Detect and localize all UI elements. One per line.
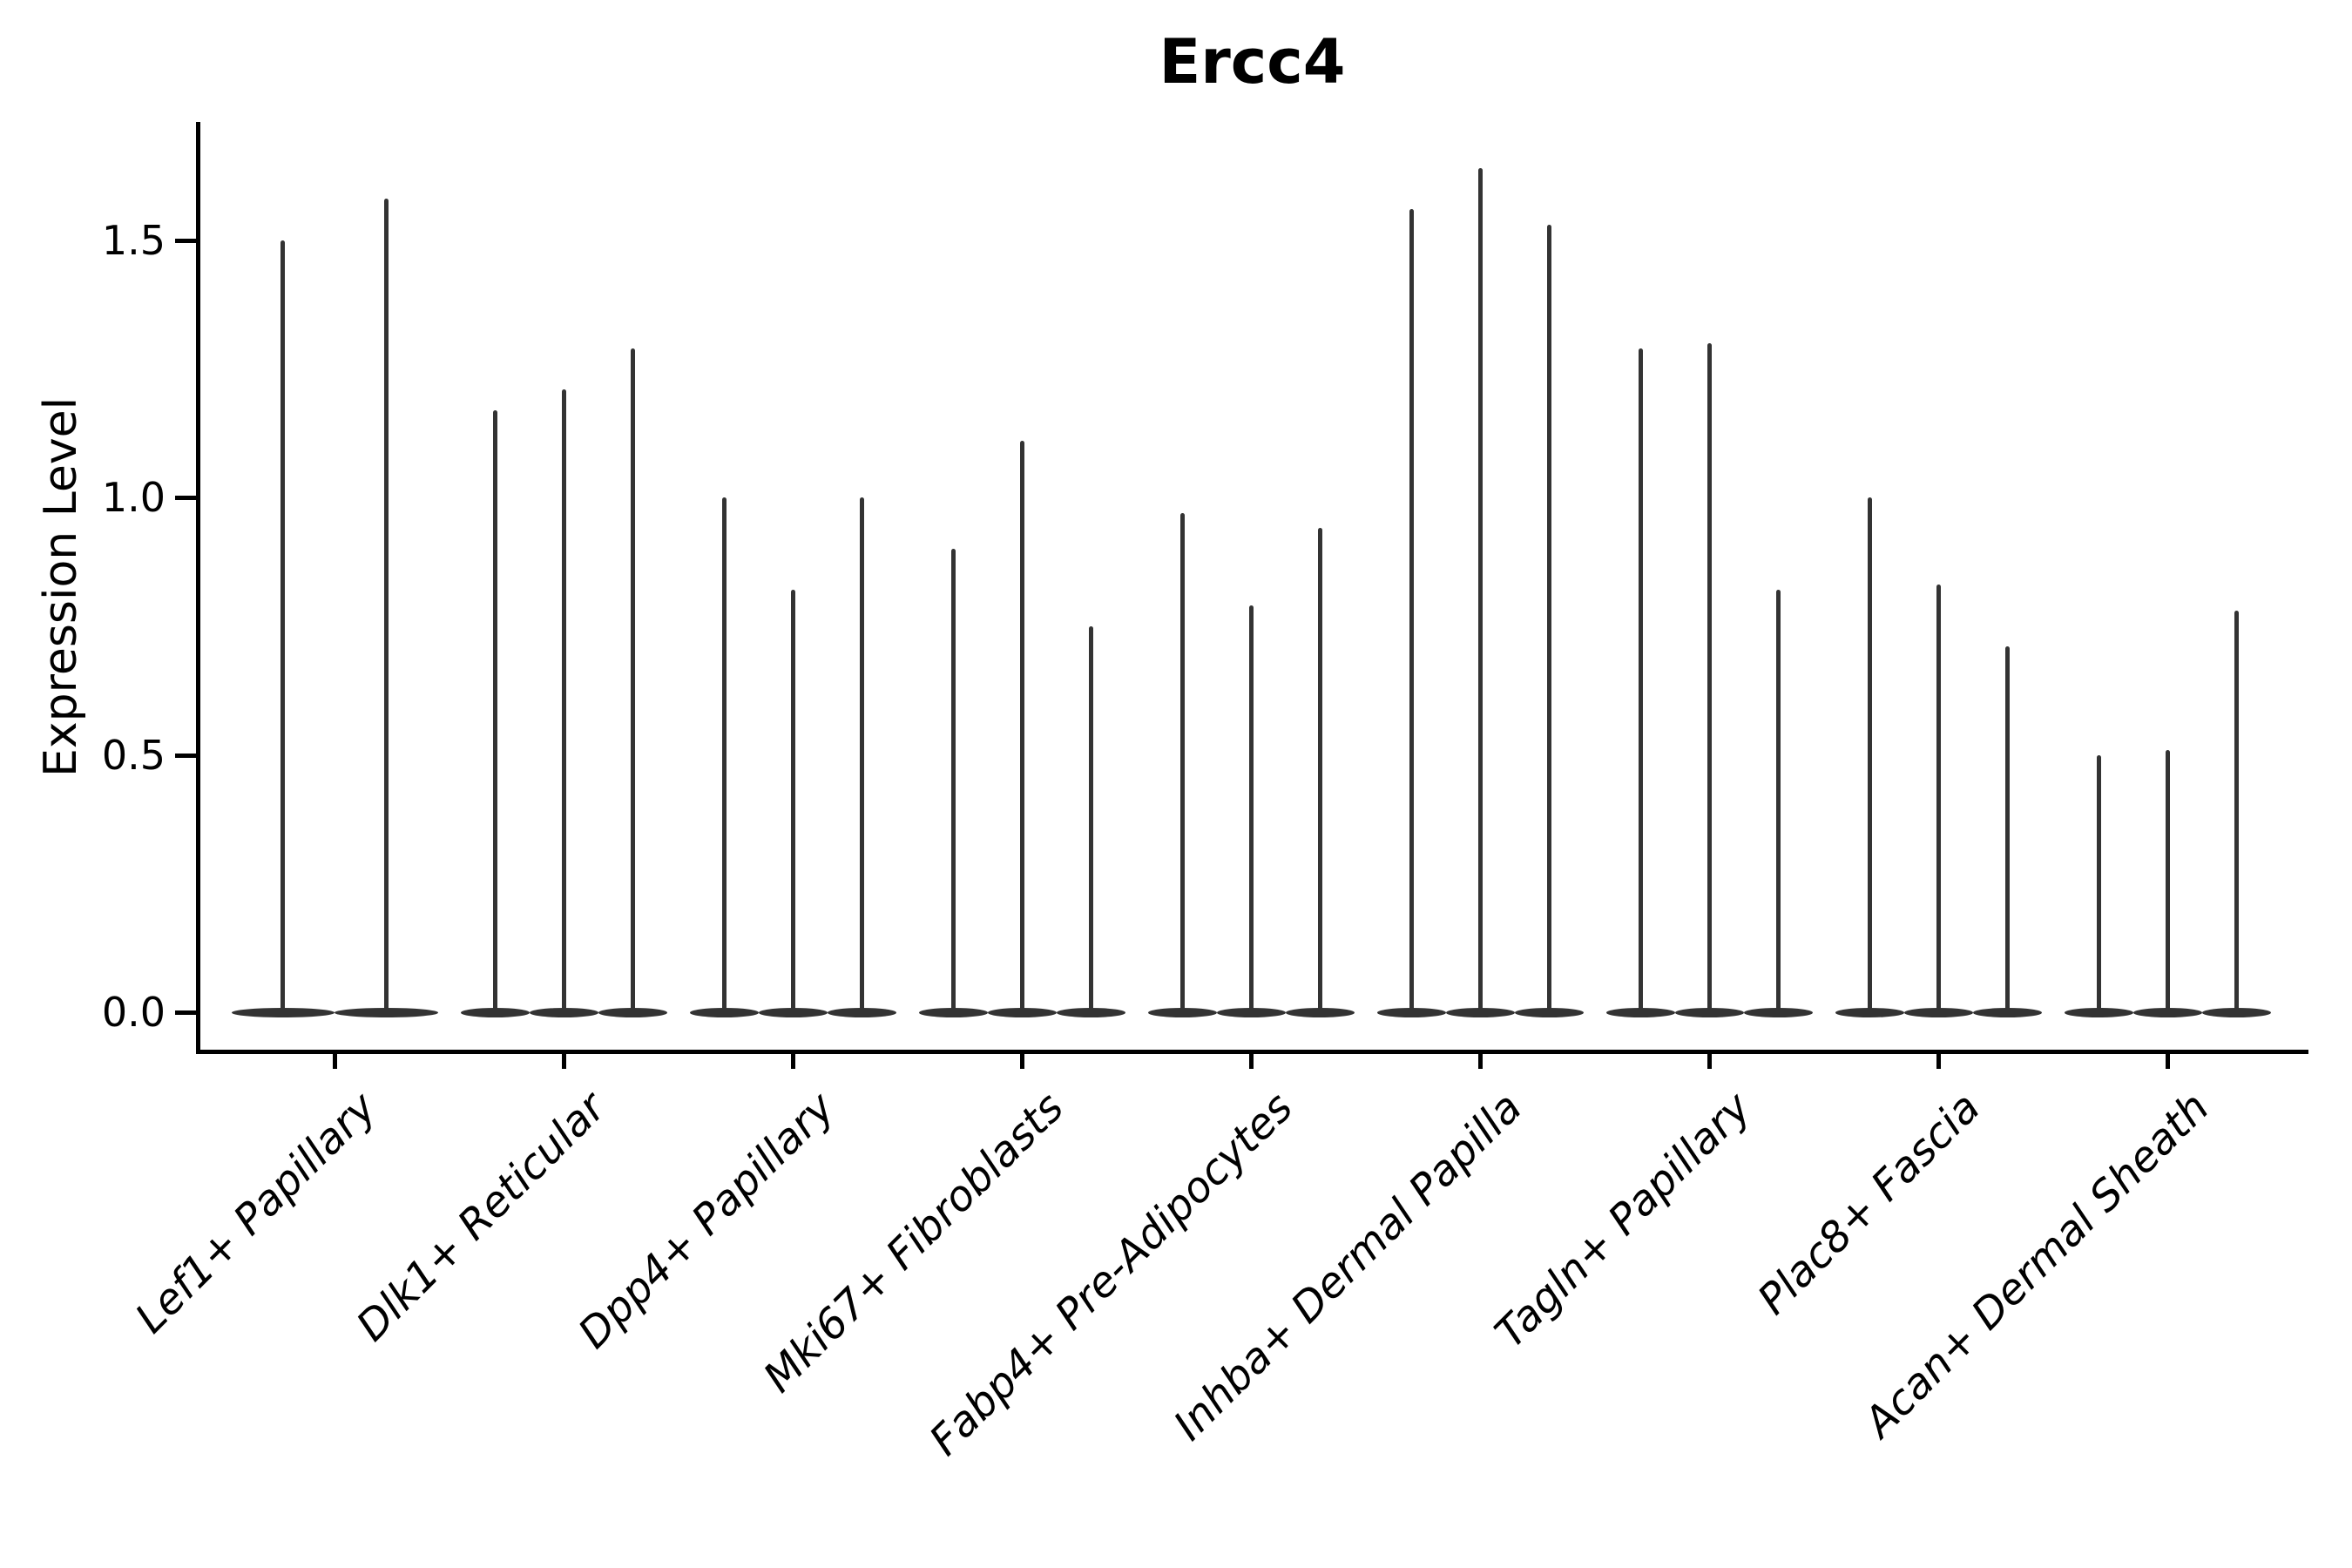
violin-spike xyxy=(2234,611,2239,1012)
y-axis-tick xyxy=(175,753,198,758)
violin-spike xyxy=(1867,497,1872,1012)
violin-spike xyxy=(1019,440,1024,1012)
violin-spike xyxy=(790,590,795,1012)
violin-base xyxy=(987,1007,1057,1017)
violin-spike xyxy=(1477,167,1483,1012)
violin-spike xyxy=(2096,754,2101,1012)
violin-spike xyxy=(859,497,864,1012)
violin-base xyxy=(1835,1007,1904,1017)
violin-base xyxy=(598,1007,667,1017)
violin-spike xyxy=(383,199,389,1012)
x-axis-tick xyxy=(1936,1054,1941,1069)
x-axis-tick xyxy=(1249,1054,1254,1069)
y-axis-tick xyxy=(175,496,198,500)
violin-spike xyxy=(1317,528,1322,1012)
violin-base xyxy=(1147,1007,1217,1017)
violin-base xyxy=(758,1007,828,1017)
y-tick-label: 1.5 xyxy=(101,216,166,264)
violin-base xyxy=(1376,1007,1446,1017)
violin-spike xyxy=(2004,646,2010,1012)
violin-spike xyxy=(1409,209,1414,1012)
violin-base xyxy=(2064,1007,2133,1017)
violin-spike xyxy=(1248,605,1254,1012)
violin-spike xyxy=(950,549,956,1012)
violin-spike xyxy=(492,409,497,1012)
x-axis-tick xyxy=(1478,1054,1483,1069)
violin-base xyxy=(1903,1007,1973,1017)
violin-base xyxy=(1972,1007,2042,1017)
violin-base xyxy=(460,1007,530,1017)
violin-spike xyxy=(1546,224,1551,1012)
x-axis-tick xyxy=(333,1054,337,1069)
y-tick-label: 0.0 xyxy=(101,989,166,1036)
violin-spike xyxy=(561,389,566,1012)
violin-base xyxy=(1674,1007,1744,1017)
violin-spike xyxy=(2165,749,2170,1012)
violin-spike xyxy=(280,240,286,1012)
violin-spike xyxy=(1775,590,1781,1012)
violin-base xyxy=(1056,1007,1125,1017)
x-axis-tick xyxy=(1020,1054,1024,1069)
y-axis-label: Expression Level xyxy=(35,396,87,778)
violin-base xyxy=(529,1007,598,1017)
violin-base xyxy=(689,1007,759,1017)
violin-base xyxy=(918,1007,988,1017)
violin-base xyxy=(2132,1007,2202,1017)
violin-spike xyxy=(630,348,635,1012)
y-tick-label: 1.0 xyxy=(101,474,166,521)
violin-base xyxy=(1445,1007,1515,1017)
violin-spike xyxy=(1638,348,1643,1012)
violin-spike xyxy=(1179,512,1185,1012)
y-axis-tick xyxy=(175,1010,198,1015)
violin-base xyxy=(827,1007,896,1017)
violin-base xyxy=(1605,1007,1675,1017)
violin-base xyxy=(1743,1007,1813,1017)
violin-spike xyxy=(721,497,727,1012)
violin-spike xyxy=(1707,342,1712,1012)
chart-title: Ercc4 xyxy=(1159,26,1346,98)
violin-base xyxy=(1514,1007,1584,1017)
violin-base xyxy=(231,1007,335,1017)
x-axis-line xyxy=(196,1050,2308,1054)
violin-base xyxy=(335,1007,438,1017)
y-axis-tick xyxy=(175,238,198,243)
x-axis-tick xyxy=(2166,1054,2170,1069)
y-tick-label: 0.5 xyxy=(101,731,166,779)
violin-base xyxy=(2201,1007,2271,1017)
x-axis-tick xyxy=(1707,1054,1712,1069)
violin-spike xyxy=(1088,625,1093,1012)
x-axis-tick xyxy=(562,1054,566,1069)
violin-spike xyxy=(1936,585,1941,1012)
x-axis-tick xyxy=(791,1054,795,1069)
violin-base xyxy=(1216,1007,1286,1017)
violin-base xyxy=(1285,1007,1355,1017)
y-axis-line xyxy=(196,122,200,1054)
